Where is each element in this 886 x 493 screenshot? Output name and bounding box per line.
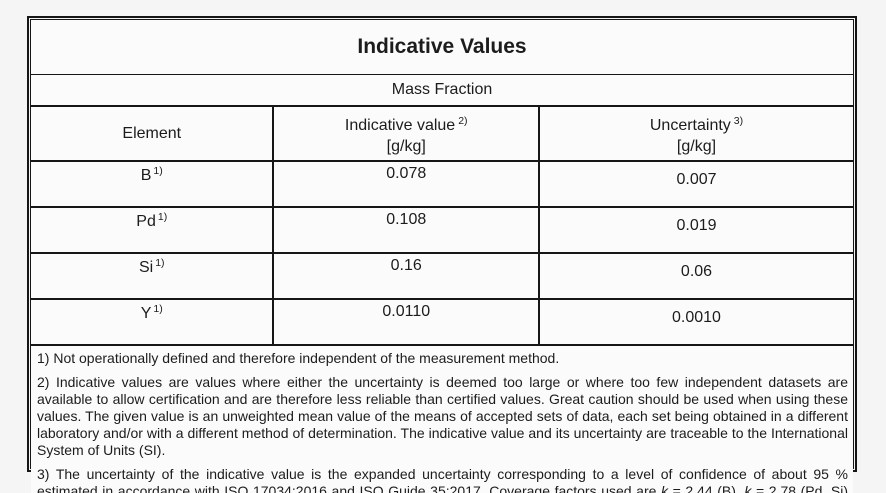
footnote-3-text: 3) The uncertainty of the indicative val… <box>37 466 848 493</box>
footnote-1: 1) Not operationally defined and therefo… <box>37 350 560 366</box>
indicative-values-table-inner: Indicative Values Mass Fraction Element … <box>30 19 854 493</box>
coverage-factor-k: k <box>661 483 668 493</box>
indicative-value-cell: 0.078 <box>272 161 539 208</box>
element-footnote-marker: 1) <box>153 303 163 315</box>
indicative-header-unit: [g/kg] <box>386 137 426 155</box>
footnote-3: 3) The uncertainty of the indicative val… <box>37 461 848 493</box>
element-footnote-marker: 1) <box>155 257 165 269</box>
element-cell: B 1) <box>31 161 274 208</box>
element-footnote-marker: 1) <box>153 165 163 177</box>
uncertainty-value-cell: 0.0010 <box>537 299 853 346</box>
column-header-indicative: Indicative value 2) [g/kg] <box>272 106 539 162</box>
element-cell: Si 1) <box>31 253 274 300</box>
indicative-value-cell: 0.16 <box>272 253 539 300</box>
element-symbol: Si <box>138 259 154 276</box>
table-row-b: B 1) 0.078 0.007 <box>31 161 853 208</box>
uncertainty-header-label: Uncertainty <box>649 116 731 134</box>
footnotes-row: 1) Not operationally defined and therefo… <box>31 345 853 493</box>
footnotes-cell: 1) Not operationally defined and therefo… <box>31 345 853 493</box>
element-symbol: Y <box>140 305 152 322</box>
uncertainty-header-unit: [g/kg] <box>676 137 717 155</box>
uncertainty-value-cell: 0.06 <box>537 253 853 300</box>
table-subtitle: Mass Fraction <box>31 74 853 107</box>
element-cell: Pd 1) <box>31 207 274 254</box>
table-row-si: Si 1) 0.16 0.06 <box>31 253 853 300</box>
column-header-uncertainty: Uncertainty 3) [g/kg] <box>537 106 853 162</box>
indicative-header-label: Indicative value <box>344 116 456 134</box>
uncertainty-header-footnote-marker: 3) <box>733 114 744 127</box>
table-row-y: Y 1) 0.0110 0.0010 <box>31 299 853 346</box>
indicative-value-cell: 0.108 <box>272 207 539 254</box>
indicative-values-table-frame: Indicative Values Mass Fraction Element … <box>27 16 857 493</box>
table-title: Indicative Values <box>31 20 853 75</box>
element-symbol: B <box>140 167 152 184</box>
element-footnote-marker: 1) <box>157 211 168 223</box>
footnote-2: 2) Indicative values are values where ei… <box>37 374 848 458</box>
element-symbol: Pd <box>136 213 156 230</box>
element-cell: Y 1) <box>31 299 274 346</box>
table-row-pd: Pd 1) 0.108 0.019 <box>31 207 853 254</box>
uncertainty-value-cell: 0.019 <box>537 207 853 254</box>
indicative-header-footnote-marker: 2) <box>458 114 468 127</box>
coverage-factor-k: k <box>744 483 752 493</box>
table-subtitle-row: Mass Fraction <box>31 74 853 107</box>
uncertainty-value-cell: 0.007 <box>537 161 853 208</box>
footnote-3-text: = 2.44 (B), <box>668 483 745 493</box>
table-header-row: Element Indicative value 2) [g/kg] Uncert… <box>31 106 853 162</box>
footnote-3-text: = 2.78 (Pd, Si) and <box>755 483 849 493</box>
indicative-values-table: Indicative Values Mass Fraction Element … <box>31 20 853 493</box>
column-header-element: Element <box>31 106 274 162</box>
indicative-value-cell: 0.0110 <box>272 299 539 346</box>
table-title-row: Indicative Values <box>31 20 853 75</box>
